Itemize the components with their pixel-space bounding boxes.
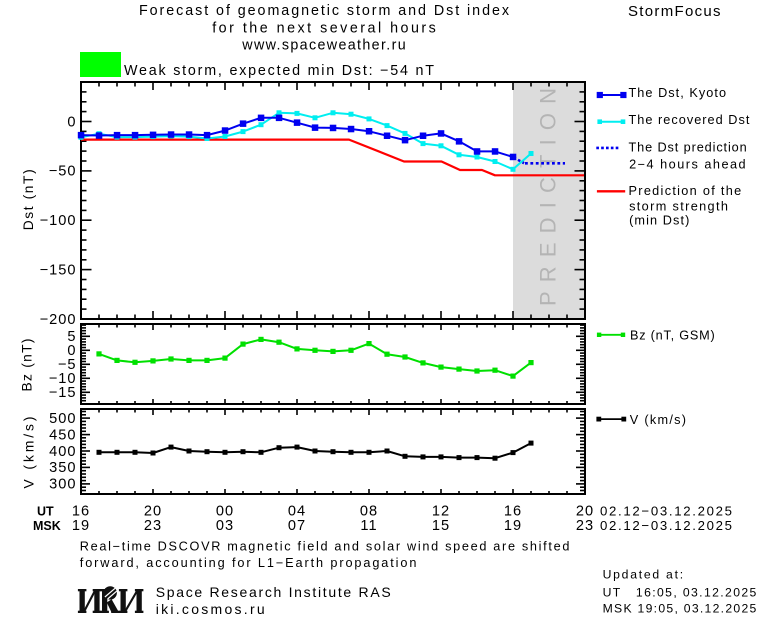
svg-text:03: 03 [216, 518, 234, 534]
svg-text:Prediction of the: Prediction of the [629, 184, 742, 198]
svg-text:−15: −15 [49, 385, 77, 401]
svg-text:19: 19 [504, 518, 522, 534]
svg-text:19: 19 [72, 518, 90, 534]
svg-text:11: 11 [360, 518, 377, 534]
svg-text:UT: UT [37, 505, 54, 519]
svg-text:02.12−03.12.2025: 02.12−03.12.2025 [600, 504, 732, 519]
svg-text:23: 23 [576, 518, 594, 534]
svg-text:(min Dst): (min Dst) [629, 213, 689, 227]
svg-text:StormFocus: StormFocus [628, 3, 721, 20]
svg-text:2−4 hours ahead: 2−4 hours ahead [629, 157, 746, 171]
svg-text:Weak storm, expected min Dst:: Weak storm, expected min Dst: −54 nT [124, 63, 434, 79]
svg-text:500: 500 [49, 411, 76, 427]
svg-text:forward, accounting for L1−Ear: forward, accounting for L1−Earth propaga… [80, 556, 417, 570]
svg-text:iki.cosmos.ru: iki.cosmos.ru [156, 601, 265, 617]
svg-text:The recovered Dst: The recovered Dst [629, 113, 750, 127]
svg-text:Bz (nT): Bz (nT) [20, 339, 35, 392]
svg-text:16: 16 [504, 504, 522, 520]
svg-text:−200: −200 [40, 312, 77, 328]
svg-text:07: 07 [288, 518, 306, 534]
svg-text:−150: −150 [40, 262, 77, 278]
svg-text:−50: −50 [49, 164, 77, 180]
svg-text:Space Research Institute RAS: Space Research Institute RAS [156, 584, 391, 600]
svg-text:350: 350 [49, 460, 76, 476]
svg-text:−5: −5 [58, 357, 77, 373]
svg-text:for the next several hours: for the next several hours [212, 21, 436, 37]
svg-text:12: 12 [432, 504, 450, 520]
svg-text:V (km/s): V (km/s) [630, 413, 686, 427]
svg-text:5: 5 [67, 329, 76, 345]
svg-text:storm strength: storm strength [629, 199, 728, 213]
svg-text:16: 16 [72, 504, 90, 520]
svg-text:Bz (nT, GSM): Bz (nT, GSM) [630, 328, 715, 342]
svg-text:20: 20 [576, 504, 594, 520]
svg-text:The Dst prediction: The Dst prediction [629, 140, 747, 154]
svg-text:MSK: MSK [33, 519, 61, 533]
svg-text:www.spaceweather.ru: www.spaceweather.ru [241, 38, 405, 54]
svg-text:450: 450 [49, 427, 76, 443]
svg-text:04: 04 [288, 504, 306, 520]
svg-text:20: 20 [144, 504, 162, 520]
svg-text:400: 400 [49, 444, 76, 460]
svg-text:UT 16:05, 03.12.2025: UT 16:05, 03.12.2025 [603, 585, 757, 599]
svg-text:00: 00 [216, 504, 234, 520]
svg-text:23: 23 [144, 518, 162, 534]
svg-text:15: 15 [432, 518, 450, 534]
svg-text:08: 08 [360, 504, 378, 520]
svg-text:The Dst, Kyoto: The Dst, Kyoto [629, 86, 727, 100]
svg-text:Dst (nT): Dst (nT) [21, 169, 36, 230]
svg-text:0: 0 [67, 343, 76, 359]
svg-text:−100: −100 [40, 213, 77, 229]
svg-text:Real−time DSCOVR magnetic fiel: Real−time DSCOVR magnetic field and sola… [80, 540, 570, 554]
svg-text:MSK 19:05, 03.12.2025: MSK 19:05, 03.12.2025 [603, 601, 757, 615]
svg-text:−10: −10 [49, 371, 77, 387]
svg-text:300: 300 [49, 477, 76, 493]
svg-text:V (km/s): V (km/s) [22, 417, 37, 489]
svg-text:0: 0 [67, 114, 76, 130]
svg-text:02.12−03.12.2025: 02.12−03.12.2025 [600, 518, 732, 533]
